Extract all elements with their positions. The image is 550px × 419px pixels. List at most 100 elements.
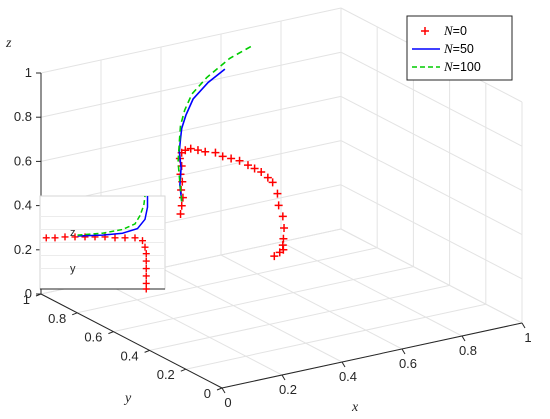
y-tick-label: 0 (204, 386, 211, 401)
series-n0-marker (268, 178, 277, 187)
series-n50-line (178, 68, 226, 202)
series-n0-marker (263, 173, 272, 182)
x-tick (461, 335, 466, 342)
y-tick (108, 331, 114, 335)
x-tick-label: 0.6 (399, 356, 417, 371)
x-axis-label: x (351, 400, 359, 415)
legend-label-value: =100 (453, 60, 481, 74)
y-tick-label: 0.6 (84, 330, 102, 345)
x-tick (221, 387, 226, 394)
inset-n0-marker (142, 250, 150, 258)
inset-label-y: y (70, 263, 76, 275)
inset-n0-marker (61, 233, 69, 241)
series-n0-marker (193, 146, 202, 155)
series-n0-marker (177, 201, 186, 210)
z-tick-label: 0.4 (14, 198, 32, 213)
inset-n100-line (77, 195, 146, 236)
grid-line (340, 184, 523, 280)
series-n100-line (177, 43, 255, 202)
y-tick (144, 349, 150, 353)
inset-n0-marker (91, 233, 99, 241)
legend: N=0N=50N=100 (406, 15, 513, 81)
inset-n50-line (77, 196, 149, 237)
grid-line (40, 140, 342, 207)
grid-line (40, 7, 342, 74)
legend-label-value: =50 (453, 42, 474, 56)
series-n0-marker (280, 224, 289, 233)
legend-label-var: N (443, 23, 454, 38)
series-n0-marker (176, 210, 185, 219)
z-tick-label: 0 (25, 286, 32, 301)
y-tick-label: 0.2 (157, 367, 175, 382)
x-tick (401, 348, 406, 355)
z-tick-label: 1 (25, 65, 32, 80)
y-tick-label: 0.4 (121, 348, 139, 363)
series-n0-marker (178, 193, 187, 202)
grid-line (340, 95, 523, 191)
grid-line (77, 247, 378, 314)
grid-line (340, 51, 523, 147)
grid-line (149, 284, 450, 351)
inset-n0-marker (131, 234, 139, 242)
grid-line (40, 51, 342, 118)
series-layer (175, 43, 289, 261)
legend-label: N=50 (443, 41, 474, 56)
y-axis-line (40, 293, 223, 389)
inset-n0-marker (141, 243, 149, 251)
z-tick-label: 0.6 (14, 153, 32, 168)
legend-label: N=100 (443, 59, 481, 74)
series-n0-marker (274, 201, 283, 210)
grid-line (100, 280, 283, 376)
legend-label-var: N (443, 41, 454, 56)
inset-n0-marker (51, 234, 59, 242)
y-tick-label: 0.8 (48, 311, 66, 326)
grid-line (40, 95, 342, 162)
series-n0-marker (186, 144, 195, 153)
inset-n0-marker (142, 272, 150, 280)
series-n0-marker (235, 156, 244, 165)
grid-line (340, 140, 523, 236)
series-n0-marker (257, 167, 266, 176)
inset-n0-marker (42, 234, 50, 242)
x-tick (341, 361, 346, 368)
grid-line (340, 228, 523, 324)
x-tick-label: 0.8 (459, 343, 477, 358)
x-tick (521, 322, 526, 329)
inset-n0-marker (71, 233, 79, 241)
y-axis-label: y (123, 391, 132, 406)
legend-box (406, 15, 513, 81)
y-tick (180, 368, 186, 372)
grid-line (185, 303, 486, 370)
z-tick-label: 0.8 (14, 109, 32, 124)
z-axis-label: z (5, 36, 12, 51)
inset-n0-marker (142, 265, 150, 273)
x-tick-label: 0.4 (339, 369, 357, 384)
legend-marker-n0 (421, 27, 429, 35)
y-tick (72, 312, 78, 316)
series-n0-marker (273, 189, 282, 198)
legend-label: N=0 (443, 23, 467, 38)
inset-plot: zy (39, 195, 166, 293)
inset-n0-marker (139, 237, 146, 245)
inset-n0-marker (142, 285, 150, 293)
series-n0-marker (243, 161, 252, 170)
grid-line (280, 241, 463, 337)
tick-labels: 00.20.40.60.8100.20.40.60.8100.20.40.60.… (14, 65, 532, 410)
series-n0-marker (227, 154, 236, 163)
grid-line (220, 254, 403, 350)
series-n0-marker (250, 164, 259, 173)
series-n0-marker (278, 212, 287, 221)
inset-n0-marker (142, 257, 150, 265)
series-n0-marker (218, 152, 227, 161)
x-tick (281, 374, 286, 381)
inset-label-z: z (70, 227, 76, 239)
grid-lines (40, 7, 523, 389)
x-tick-label: 0.2 (279, 382, 297, 397)
inset-n0-marker (121, 234, 129, 242)
x-tick-label: 0 (224, 395, 231, 410)
legend-label-var: N (443, 59, 454, 74)
series-n0-marker (201, 147, 210, 156)
series-n0-marker (279, 234, 288, 243)
series-n0-marker (211, 148, 220, 157)
series-n0-marker (270, 252, 279, 261)
